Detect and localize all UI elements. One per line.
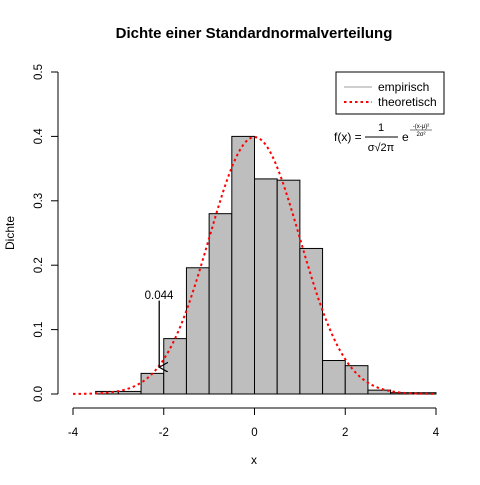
y-tick-label: 0.1 [33,322,45,338]
x-tick-label: 2 [342,427,348,439]
density-curve [72,136,437,395]
formula-numerator: 1 [378,122,384,134]
histogram-bar [322,360,346,395]
histogram-bar [117,390,142,395]
histogram-bar [185,267,210,395]
legend-box [335,71,445,115]
density-formula: f(x) = 1 σ√2π e -(x-μ)² 2σ² [334,122,432,154]
formula-lhs: f(x) = [334,130,362,144]
density-curve-group [72,136,437,395]
y-tick-label: 0.4 [33,128,45,145]
histogram-bar [231,135,255,395]
histogram-bar [276,179,301,395]
histogram-bar [412,392,437,395]
histogram-bar [208,213,233,395]
x-axis-label: x [251,453,257,467]
y-tick-label: 0.3 [33,193,45,209]
chart-title: Dichte einer Standardnormalverteilung [116,25,393,42]
y-tick-label: 0.0 [33,386,45,402]
x-tick-label: -4 [68,427,79,439]
y-axis-label: Dichte [3,216,17,250]
x-tick-label: 4 [433,427,440,439]
y-tick-label: 0.2 [33,257,45,273]
y-axis: 0.0 0.1 0.2 0.3 0.4 0.5 [33,64,59,402]
legend: empirisch theoretisch [335,71,445,115]
formula-exponent-denominator: 2σ² [416,132,425,138]
y-tick-label: 0.5 [33,64,45,80]
histogram-bar [254,178,278,395]
histogram-bar [344,365,369,395]
formula-exponent-numerator: -(x-μ)² [413,124,429,130]
x-axis: -4 -2 0 2 4 [68,407,440,439]
legend-label-theoretisch: theoretisch [378,95,437,109]
formula-denominator: σ√2π [368,142,395,154]
formula-exp-base: e [402,130,409,144]
x-tick-label: 0 [251,427,257,439]
legend-label-empirisch: empirisch [378,80,429,94]
histogram-bar [163,338,187,395]
annotation-arrow-group: 0.044 [145,290,174,367]
histogram-bar [299,247,324,395]
histogram-bar [140,372,165,395]
histogram-bar [367,389,392,395]
histogram-bars [95,135,437,395]
x-tick-label: -2 [159,427,169,439]
annotation-label: 0.044 [145,290,174,302]
